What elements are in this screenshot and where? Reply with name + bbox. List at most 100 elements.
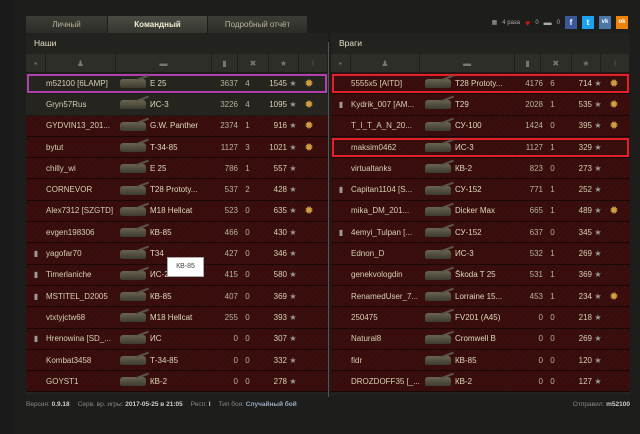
medal-icon[interactable]: ✹ <box>304 98 314 111</box>
medal-icon[interactable]: ✹ <box>609 77 619 90</box>
tank-icon[interactable] <box>421 75 455 91</box>
player-row[interactable]: m52100 [6LAMP] E 25 3637 4 1545 ★ ✹ <box>26 73 328 95</box>
player-name[interactable]: Ednon_D <box>351 249 385 259</box>
tank-icon[interactable] <box>421 160 455 176</box>
player-name[interactable]: 250475 <box>351 312 378 322</box>
player-row[interactable]: Natural8 Cromwell B 0 0 269 ★ <box>331 328 630 350</box>
medal-column-icon[interactable]: ⁝ <box>299 54 328 72</box>
xp-column-icon[interactable]: ★ <box>269 54 299 72</box>
xp-column-icon[interactable]: ★ <box>572 54 602 72</box>
tank-icon[interactable] <box>116 331 150 347</box>
tank-icon[interactable] <box>116 182 150 198</box>
medal-icon[interactable]: ✹ <box>304 77 314 90</box>
player-row[interactable]: vtxtyjctw68 M18 Hellcat 255 0 393 ★ <box>26 307 328 329</box>
badge-column-icon[interactable]: ▪ <box>331 54 351 72</box>
tank-icon[interactable] <box>421 203 455 219</box>
tank-icon[interactable] <box>421 288 455 304</box>
tank-icon[interactable] <box>116 267 150 283</box>
player-row[interactable]: CORNEVOR T28 Prototy... 537 2 428 ★ <box>26 179 328 201</box>
player-name[interactable]: Natural8 <box>351 334 382 344</box>
player-row[interactable]: GYDVIN13_201... G.W. Panther 2374 1 916 ★ ✹ <box>26 115 328 137</box>
player-row[interactable]: ▮ MSTITEL_D2005 КВ-85 407 0 369 ★ <box>26 285 328 308</box>
tank-icon[interactable] <box>116 373 150 389</box>
player-name[interactable]: bytut <box>46 142 64 152</box>
tank-icon[interactable] <box>421 118 455 134</box>
player-name[interactable]: 5555x5 [AITD] <box>351 78 403 88</box>
tank-icon[interactable] <box>116 288 150 304</box>
odnoklassniki-share-button[interactable]: ok <box>616 16 628 29</box>
player-name[interactable]: virtualtanks <box>351 163 392 173</box>
player-row[interactable]: ▮ Capitan1104 [S... СУ-152 771 1 252 ★ <box>331 179 630 201</box>
player-name[interactable]: Kombat3458 <box>46 355 92 365</box>
vk-share-button[interactable]: vk <box>599 16 611 29</box>
damage-column-icon[interactable]: ▮ <box>212 54 238 72</box>
player-name[interactable]: Timerlaniche <box>46 270 92 280</box>
tank-icon[interactable] <box>421 246 455 262</box>
damage-column-icon[interactable]: ▮ <box>515 54 541 72</box>
player-row[interactable]: Kombat3458 Т-34-85 0 0 332 ★ <box>26 349 328 372</box>
player-name[interactable]: chilly_wi <box>46 163 76 173</box>
medal-column-icon[interactable]: ⁝ <box>601 54 630 72</box>
player-name[interactable]: GOYST1 <box>46 376 79 386</box>
medal-icon[interactable]: ✹ <box>304 120 314 133</box>
player-row[interactable]: ▮ Kydrik_007 [AM... T29 2028 1 535 ★ ✹ <box>331 94 630 116</box>
player-row[interactable]: virtualtanks КВ-2 823 0 273 ★ <box>331 158 630 180</box>
tab-team-result[interactable]: Командный результат <box>108 16 208 46</box>
player-name[interactable]: maksim0462 <box>351 142 397 152</box>
comment-icon[interactable]: ▬ <box>543 18 552 27</box>
tank-icon[interactable] <box>116 75 150 91</box>
tab-detailed-report[interactable]: Подробный отчёт <box>208 16 308 33</box>
tank-icon[interactable] <box>421 96 455 112</box>
player-row[interactable]: maksim0462 ИС-3 1127 1 329 ★ <box>331 136 630 159</box>
tab-personal-result[interactable]: Личный результат <box>26 16 108 46</box>
tank-icon[interactable] <box>421 331 455 347</box>
tank-icon[interactable] <box>116 118 150 134</box>
player-name[interactable]: CORNEVOR <box>46 185 93 195</box>
tank-icon[interactable] <box>421 373 455 389</box>
badge-column-icon[interactable]: ▪ <box>26 54 46 72</box>
medal-icon[interactable]: ✹ <box>304 205 314 218</box>
player-row[interactable]: ▮ Hrenowina [SD_... ИС 0 0 307 ★ <box>26 328 328 350</box>
player-name[interactable]: Alex7312 [SZGTD] <box>46 206 114 216</box>
player-row[interactable]: bytut T-34-85 1127 3 1021 ★ ✹ <box>26 136 328 159</box>
player-row[interactable]: RenamedUser_7... Lorraine 15... 453 1 234 ★ ✹ <box>331 285 630 308</box>
player-name[interactable]: fidr <box>351 355 363 365</box>
player-row[interactable]: fidr КВ-85 0 0 120 ★ <box>331 349 630 372</box>
twitter-share-button[interactable]: t <box>582 16 594 29</box>
player-row[interactable]: Gryn57Rus ИС-3 3226 4 1095 ★ ✹ <box>26 94 328 116</box>
player-row[interactable]: DROZDOFF35 [_... КВ-2 0 0 127 ★ <box>331 371 630 393</box>
player-column-icon[interactable]: ♟ <box>46 54 116 72</box>
player-name[interactable]: Gryn57Rus <box>46 99 87 109</box>
player-name[interactable]: GYDVIN13_201... <box>46 121 111 131</box>
player-name[interactable]: T_I_T_A_N_20... <box>351 121 412 131</box>
player-row[interactable]: Ednon_D ИС-3 532 1 269 ★ <box>331 243 630 265</box>
player-name[interactable]: Kydrik_007 [AM... <box>351 99 415 109</box>
tank-icon[interactable] <box>421 352 455 368</box>
player-column-icon[interactable]: ♟ <box>351 54 421 72</box>
player-row[interactable]: Alex7312 [SZGTD] M18 Hellcat 523 0 635 ★ ✹ <box>26 200 328 223</box>
tank-icon[interactable] <box>421 139 455 155</box>
medal-icon[interactable]: ✹ <box>609 120 619 133</box>
medal-icon[interactable]: ✹ <box>304 141 314 154</box>
player-row[interactable]: T_I_T_A_N_20... СУ-100 1424 0 395 ★ ✹ <box>331 115 630 137</box>
player-name[interactable]: yagofar70 <box>46 249 82 259</box>
player-row[interactable]: chilly_wi E 25 786 1 557 ★ <box>26 158 328 180</box>
tank-icon[interactable] <box>421 309 455 325</box>
player-name[interactable]: m52100 [6LAMP] <box>46 78 108 88</box>
tank-icon[interactable] <box>116 160 150 176</box>
tank-icon[interactable] <box>116 352 150 368</box>
player-name[interactable]: vtxtyjctw68 <box>46 312 86 322</box>
tank-icon[interactable] <box>116 203 150 219</box>
facebook-share-button[interactable]: f <box>565 16 577 29</box>
player-row[interactable]: genekvologdin Škoda T 25 531 1 369 ★ <box>331 264 630 286</box>
player-name[interactable]: mika_DM_201... <box>351 206 410 216</box>
medal-icon[interactable]: ✹ <box>609 205 619 218</box>
player-row[interactable]: ▮ 4emyi_Tulpan [... СУ-152 637 0 345 ★ <box>331 222 630 244</box>
player-row[interactable]: 250475 FV201 (A45) 0 0 218 ★ <box>331 307 630 329</box>
player-row[interactable]: 5555x5 [AITD] T28 Prototy... 4176 6 714 ★ ✹ <box>331 73 630 95</box>
tank-icon[interactable] <box>116 224 150 240</box>
player-name[interactable]: DROZDOFF35 [_... <box>351 376 420 386</box>
medal-icon[interactable]: ✹ <box>609 290 619 303</box>
player-row[interactable]: mika_DM_201... Dicker Max 665 1 489 ★ ✹ <box>331 200 630 223</box>
medal-icon[interactable]: ✹ <box>609 98 619 111</box>
